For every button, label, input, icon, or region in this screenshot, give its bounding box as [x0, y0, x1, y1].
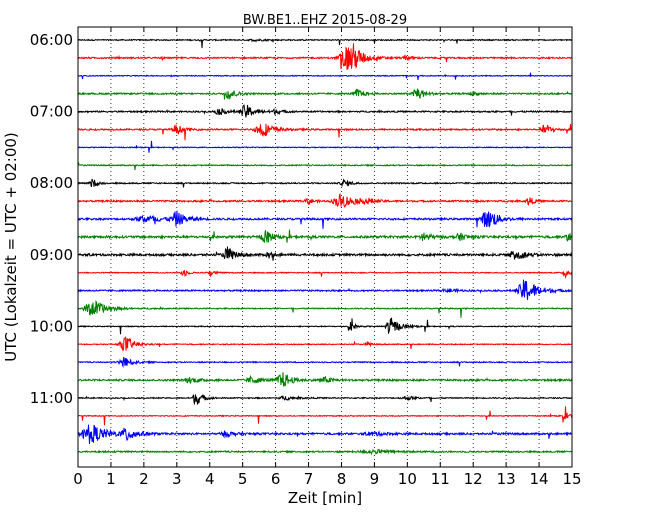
- y-tick-label: 10:00: [30, 317, 73, 335]
- y-tick-label: 11:00: [30, 389, 73, 407]
- x-tick-label: 15: [562, 470, 581, 488]
- x-tick-label: 11: [431, 470, 450, 488]
- x-tick-label: 14: [530, 470, 549, 488]
- trace-1045: [77, 372, 572, 387]
- y-axis-label: UTC (Lokalzeit = UTC + 02:00): [2, 132, 20, 362]
- chart-title: BW.BE1..EHZ 2015-08-29: [243, 13, 407, 28]
- plot-frame: [77, 26, 573, 468]
- trace-1000: [77, 317, 573, 335]
- y-axis: 06:00 07:00 08:00 09:00 10:00 11:00: [30, 31, 572, 407]
- trace-0645: [78, 88, 573, 100]
- grid-lines: [110, 27, 540, 467]
- trace-0745: [77, 162, 573, 171]
- trace-0945: [77, 300, 573, 318]
- x-tick-label: 6: [271, 470, 281, 488]
- trace-0700: [77, 104, 573, 118]
- trace-0815: [77, 192, 573, 208]
- trace-0915: [77, 270, 573, 279]
- x-tick-label: 2: [139, 470, 149, 488]
- x-tick-label: 12: [464, 470, 483, 488]
- x-tick-label: 3: [172, 470, 182, 488]
- x-axis-label: Zeit [min]: [288, 489, 362, 507]
- trace-0830: [77, 210, 573, 229]
- x-tick-label: 9: [370, 470, 380, 488]
- trace-0630: [77, 72, 573, 80]
- trace-1145: [77, 448, 573, 456]
- trace-1100: [77, 394, 573, 406]
- y-tick-label: 08:00: [30, 174, 73, 192]
- trace-1015: [77, 336, 573, 352]
- x-tick-label: 4: [205, 470, 215, 488]
- trace-0930: [77, 279, 573, 300]
- y-tick-label: 07:00: [30, 103, 73, 121]
- x-axis: 0 1 2 3 4 5 6 7 8 9 10 11 12 13 14 15: [73, 27, 582, 488]
- x-tick-label: 5: [238, 470, 248, 488]
- x-tick-label: 0: [73, 470, 83, 488]
- trace-1130: [77, 424, 573, 445]
- x-tick-label: 8: [337, 470, 347, 488]
- trace-0845: [77, 229, 573, 244]
- trace-group: [77, 38, 573, 456]
- x-tick-label: 1: [106, 470, 116, 488]
- trace-0715: [77, 123, 573, 141]
- trace-0900: [77, 246, 573, 261]
- trace-0600: [77, 38, 573, 49]
- trace-0800: [77, 178, 573, 188]
- trace-1115: [77, 406, 573, 426]
- x-tick-label: 7: [304, 470, 314, 488]
- y-tick-label: 09:00: [30, 246, 73, 264]
- y-tick-label: 06:00: [30, 31, 73, 49]
- trace-1030: [77, 357, 573, 369]
- x-tick-label: 10: [398, 470, 417, 488]
- x-tick-label: 13: [497, 470, 516, 488]
- trace-0615: [77, 43, 573, 70]
- trace-0730: [77, 140, 573, 153]
